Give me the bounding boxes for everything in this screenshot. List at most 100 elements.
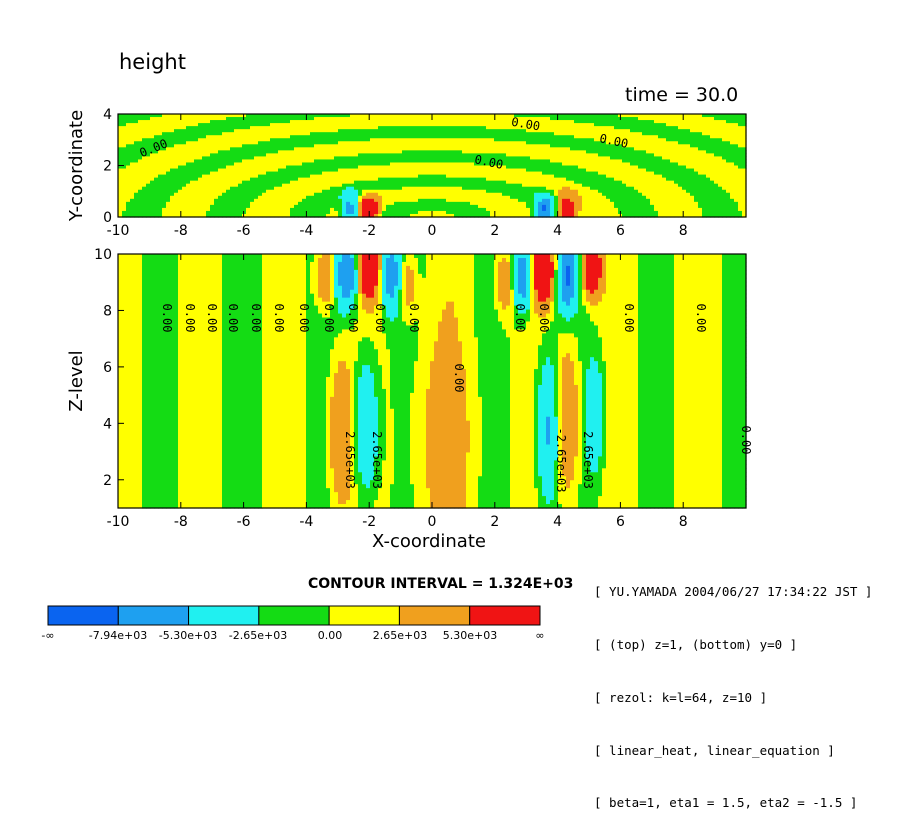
contour-cell (514, 162, 519, 167)
contour-cell (526, 183, 531, 188)
contour-cell (498, 123, 503, 127)
contour-cell (174, 159, 179, 164)
contour-cell (146, 201, 151, 206)
contour-cell (226, 201, 231, 206)
contour-cell (462, 180, 467, 185)
contour-cell (390, 207, 395, 212)
contour-cell (190, 117, 195, 121)
contour-cell (118, 120, 123, 124)
contour-cell (534, 189, 539, 194)
contour-cell (530, 165, 535, 170)
contour-cell (418, 135, 423, 139)
contour-cell (474, 147, 479, 151)
contour-cell (222, 210, 227, 215)
contour-cell (182, 159, 187, 164)
contour-cell (446, 183, 451, 188)
contour-cell (506, 168, 511, 173)
contour-cell (386, 210, 391, 215)
contour-cell (366, 132, 371, 136)
contour-cell (158, 114, 163, 118)
contour-cell (314, 147, 319, 151)
contour-cell (170, 210, 175, 215)
contour-cell (462, 192, 467, 197)
contour-cell (514, 156, 519, 161)
contour-cell (282, 207, 287, 212)
contour-cell (258, 141, 263, 145)
contour-cell (242, 168, 247, 173)
contour-cell (374, 201, 379, 206)
contour-cell (446, 162, 451, 167)
contour-cell (294, 120, 299, 124)
contour-cell (318, 210, 323, 215)
contour-cell (498, 195, 503, 200)
contour-cell (142, 195, 147, 200)
contour-cell (502, 114, 507, 118)
contour-cell (550, 147, 555, 151)
contour-cell (310, 174, 315, 179)
contour-cell (346, 147, 351, 151)
contour-cell (462, 129, 467, 133)
contour-cell (234, 135, 239, 139)
contour-cell (194, 174, 199, 179)
contour-cell (258, 189, 263, 194)
contour-cell (446, 171, 451, 176)
contour-cell (398, 153, 403, 158)
contour-cell (126, 204, 131, 209)
contour-cell (378, 162, 383, 167)
contour-cell (522, 126, 527, 130)
contour-cell (526, 198, 531, 203)
contour-cell (294, 126, 299, 130)
contour-cell (430, 159, 435, 164)
contour-cell (486, 144, 491, 148)
contour-cell (214, 189, 219, 194)
contour-cell (450, 210, 455, 215)
contour-cell (350, 132, 355, 136)
contour-cell (326, 213, 331, 218)
contour-cell (518, 114, 523, 118)
contour-cell (214, 135, 219, 139)
contour-cell (218, 123, 223, 127)
contour-cell (478, 153, 483, 158)
contour-cell (410, 186, 415, 191)
contour-cell (246, 207, 251, 212)
contour-cell (162, 129, 167, 133)
contour-cell (194, 165, 199, 170)
contour-cell (506, 201, 511, 206)
contour-cell (394, 147, 399, 151)
contour-cell (390, 132, 395, 136)
contour-cell (490, 204, 495, 209)
contour-cell (222, 150, 227, 154)
contour-cell (222, 162, 227, 167)
contour-cell (406, 120, 411, 124)
contour-cell (386, 150, 391, 154)
contour-cell (518, 159, 523, 164)
contour-cell (170, 192, 175, 197)
contour-cell (362, 123, 367, 127)
contour-cell (538, 156, 543, 161)
contour-cell (494, 210, 499, 215)
contour-cell (238, 180, 243, 185)
contour-cell (378, 186, 383, 191)
contour-cell (174, 156, 179, 161)
contour-cell (282, 141, 287, 145)
contour-cell (150, 117, 155, 121)
contour-cell (138, 144, 143, 148)
contour-cell (322, 168, 327, 173)
contour-cell (478, 201, 483, 206)
contour-cell (254, 138, 259, 142)
contour-cell (262, 171, 267, 176)
contour-cell (186, 198, 191, 203)
contour-cell (302, 129, 307, 133)
contour-cell (190, 204, 195, 209)
contour-cell (150, 159, 155, 164)
contour-cell (338, 123, 343, 127)
contour-cell (534, 165, 539, 170)
contour-cell (174, 114, 179, 118)
contour-cell (210, 165, 215, 170)
contour-cell (482, 126, 487, 130)
contour-cell (382, 210, 387, 215)
contour-cell (506, 192, 511, 197)
contour-cell (122, 201, 127, 206)
contour-cell (486, 186, 491, 191)
contour-cell (414, 171, 419, 176)
